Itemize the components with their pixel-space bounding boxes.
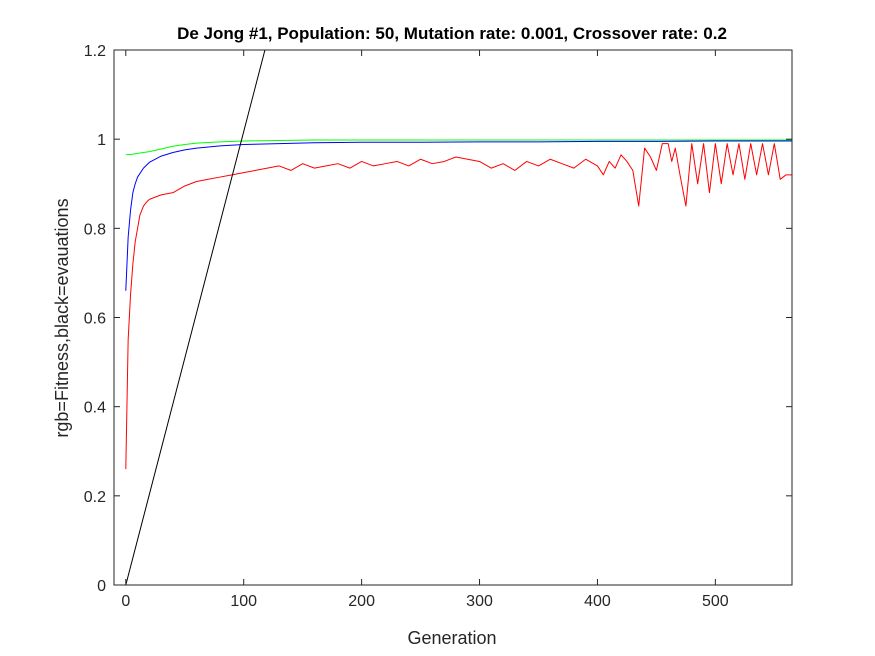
- y-tick-label: 1.2: [84, 43, 106, 60]
- y-axis-label: rgb=Fitness,black=evauations: [52, 198, 72, 437]
- series-group: [125, 50, 792, 585]
- y-tick-label: 0.2: [84, 489, 106, 506]
- x-axis-label: Generation: [407, 628, 496, 648]
- y-tick-label: 0.8: [84, 221, 106, 238]
- x-tick-label: 500: [702, 593, 729, 610]
- x-tick-label: 100: [230, 593, 257, 610]
- series-line-2: [125, 143, 792, 470]
- y-tick-label: 1: [97, 132, 106, 149]
- y-tick-label: 0.4: [84, 400, 106, 417]
- series-line-3: [125, 50, 266, 585]
- x-tick-label: 0: [121, 593, 130, 610]
- axes-layer: 0 100 200 300 400 500 0 0.2 0.4 0.6 0.8 1 1.2: [84, 43, 793, 610]
- series-line-1: [125, 140, 792, 291]
- plot-area: [114, 50, 792, 585]
- plot-background: [114, 50, 792, 585]
- series-layer: [125, 50, 792, 585]
- x-tick-label: 200: [348, 593, 375, 610]
- x-tick-label: 300: [466, 593, 493, 610]
- series-line-0: [125, 139, 792, 156]
- x-tick-label: 400: [584, 593, 611, 610]
- chart-title: De Jong #1, Population: 50, Mutation rat…: [177, 24, 727, 43]
- y-tick-label: 0.6: [84, 311, 106, 328]
- y-tick-label: 0: [97, 578, 106, 595]
